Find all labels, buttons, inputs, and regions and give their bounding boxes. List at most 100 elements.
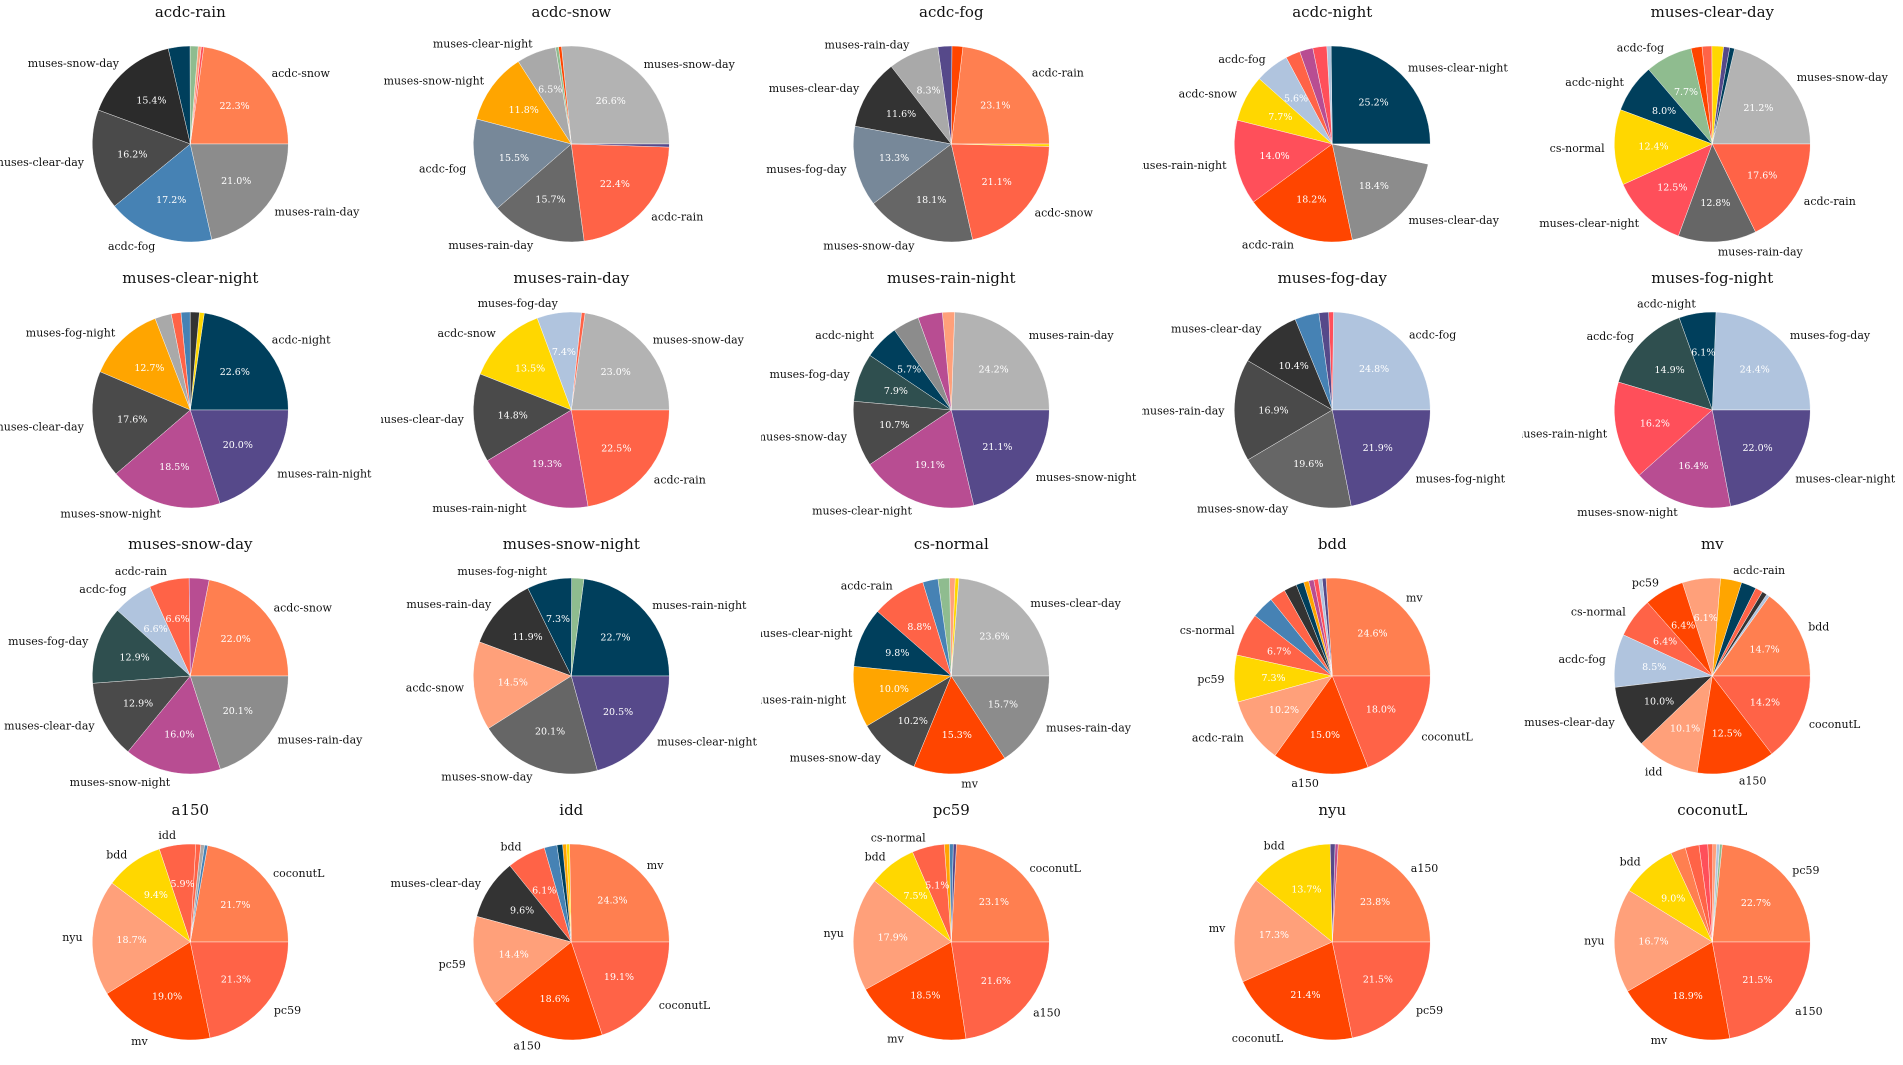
slice-percent: 18.9% bbox=[1673, 991, 1703, 1002]
chart-title: muses-clear-day bbox=[1651, 3, 1775, 21]
slice-percent: 19.3% bbox=[531, 459, 561, 470]
slice-label: pc59 bbox=[438, 958, 465, 971]
pie-chart-svg: muses-clear-night acdc-night 22.6% muses-fo… bbox=[0, 269, 372, 521]
slice-label: coconutL bbox=[1232, 1032, 1284, 1045]
slice-label: muses-fog-day bbox=[477, 297, 558, 310]
slice-label: bdd bbox=[865, 850, 886, 863]
slice-label: muses-clear-night bbox=[761, 627, 853, 640]
pie-slice-muses-clear-day bbox=[92, 109, 191, 207]
slice-percent: 12.7% bbox=[134, 363, 164, 374]
slice-percent: 13.7% bbox=[1291, 885, 1321, 896]
slice-label: muses-rain-day bbox=[1718, 246, 1804, 259]
pie-slice-muses-snow-day bbox=[487, 675, 598, 775]
pie-panel-idd: idd mv 24.3% bdd 6.1% muses-clear-day 9.6% pc59… bbox=[381, 798, 762, 1064]
slice-label: acdc-snow bbox=[274, 602, 333, 615]
slice-label: muses-clear-night bbox=[1408, 61, 1508, 74]
pie-slice-acdc-fog bbox=[472, 118, 572, 209]
chart-title: coconutL bbox=[1678, 801, 1748, 819]
slice-percent: 14.2% bbox=[1750, 697, 1780, 708]
slice-label: nyu bbox=[62, 931, 82, 944]
slice-percent: 18.2% bbox=[1296, 194, 1326, 205]
pie-slice-mv bbox=[913, 675, 1006, 775]
pie-panel-muses-fog-night: muses-fog-night muses-fog-day 24.4% acdc-ni… bbox=[1522, 266, 1903, 532]
slice-label: pc59 bbox=[1632, 576, 1659, 589]
slice-label: mv bbox=[131, 1035, 148, 1048]
slice-label: muses-fog-night bbox=[457, 565, 547, 578]
slice-label: muses-snow-day bbox=[643, 58, 735, 71]
slice-percent: 23.0% bbox=[600, 367, 630, 378]
chart-title: bdd bbox=[1318, 535, 1347, 553]
slice-label: muses-clear-day bbox=[1171, 323, 1262, 336]
slice-label: a150 bbox=[1795, 1005, 1823, 1018]
slice-percent: 9.4% bbox=[144, 890, 168, 901]
slice-percent: 20.5% bbox=[603, 707, 633, 718]
slice-percent: 18.4% bbox=[1359, 181, 1389, 192]
pie-slice-a150 bbox=[1697, 675, 1773, 775]
pie-panel-coconutl: coconutL pc59 22.7% bdd 9.0% nyu 16.7% mv 18.9% a… bbox=[1522, 798, 1903, 1064]
pie-slice-muses-fog-night bbox=[1331, 409, 1431, 507]
slice-label: acdc-fog bbox=[1409, 328, 1456, 341]
pie-slice-muses-clear-day bbox=[92, 371, 191, 475]
slice-label: acdc-fog bbox=[108, 240, 155, 253]
slice-label: muses-rain-day bbox=[1142, 404, 1225, 417]
slice-label: pc59 bbox=[1793, 864, 1820, 877]
chart-title: acdc-snow bbox=[531, 3, 611, 21]
pie-chart-svg: muses-rain-day muses-snow-day 23.0% muses-f… bbox=[381, 269, 745, 515]
pie-chart-svg: muses-snow-day acdc-snow 22.0% acdc-rain 6.6… bbox=[4, 535, 363, 789]
slice-label: muses-snow-day bbox=[1197, 502, 1289, 515]
slice-percent: 22.5% bbox=[601, 443, 631, 454]
pie-panel-cs-normal: cs-normal muses-clear-day 23.6% acdc-rain 8.… bbox=[761, 532, 1142, 798]
slice-percent: 26.6% bbox=[595, 96, 625, 107]
pie-slice-muses-fog-day bbox=[853, 126, 952, 204]
chart-title: idd bbox=[559, 801, 583, 819]
pie-slice-muses-clear-night bbox=[1712, 409, 1811, 507]
pie-slice-mv bbox=[1627, 941, 1731, 1041]
slice-label: muses-rain-night bbox=[761, 693, 847, 706]
pie-slice-muses-snow-day bbox=[1247, 409, 1352, 509]
pie-slice-coconutl bbox=[951, 843, 1050, 943]
pie-panel-muses-rain-night: muses-rain-night muses-rain-day 24.2% acdc-… bbox=[761, 266, 1142, 532]
pie-slice-muses-clear-night bbox=[1623, 143, 1714, 237]
slice-label: muses-rain-day bbox=[825, 39, 911, 52]
slice-label: muses-rain-day bbox=[277, 733, 363, 746]
slice-percent: 21.3% bbox=[221, 975, 251, 986]
slice-percent: 12.5% bbox=[1658, 183, 1688, 194]
pie-slice-muses-snow-day bbox=[873, 143, 974, 243]
pie-slice-cs-normal bbox=[1614, 109, 1714, 185]
slice-label: bdd bbox=[1620, 855, 1641, 868]
slice-percent: 7.7% bbox=[1674, 87, 1698, 98]
slice-percent: 11.8% bbox=[508, 105, 538, 116]
pie-slice-acdc-rain bbox=[1712, 143, 1811, 233]
slice-percent: 18.1% bbox=[916, 195, 946, 206]
slice-percent: 21.5% bbox=[1743, 975, 1773, 986]
chart-title: muses-snow-night bbox=[502, 535, 639, 553]
pie-slice-muses-clear-day bbox=[92, 675, 191, 752]
pie-panel-mv: mv bdd 14.7% acdc-rain 6.1% pc59 6.4% cs-normal… bbox=[1522, 532, 1903, 798]
slice-percent: 17.2% bbox=[156, 195, 186, 206]
slice-percent: 23.1% bbox=[980, 101, 1010, 112]
slice-percent: 8.8% bbox=[908, 622, 932, 633]
pie-chart-svg: a150 coconutL 21.7% idd 5.9% bdd 9.4% nyu 18.7% m… bbox=[62, 801, 325, 1048]
slice-percent: 17.3% bbox=[1259, 930, 1289, 941]
slice-label: muses-rain-night bbox=[432, 502, 527, 515]
slice-label: muses-fog-night bbox=[26, 327, 116, 340]
slice-label: muses-clear-night bbox=[1796, 473, 1896, 486]
pie-chart-svg: pc59 coconutL 23.1% cs-normal 5.1% bdd 7.5% nyu… bbox=[824, 801, 1082, 1046]
slice-percent: 10.2% bbox=[898, 716, 928, 727]
slice-percent: 22.3% bbox=[220, 101, 250, 112]
slice-percent: 6.1% bbox=[1692, 347, 1716, 358]
pie-slice-muses-snow-day bbox=[98, 48, 191, 145]
slice-label: muses-clear-day bbox=[1031, 597, 1122, 610]
pie-slice-pc59 bbox=[1712, 844, 1811, 943]
pie-chart-svg: muses-fog-day acdc-fog 24.8% muses-clear-da… bbox=[1142, 269, 1506, 515]
slice-percent: 15.5% bbox=[499, 153, 529, 164]
slice-percent: 24.6% bbox=[1357, 629, 1387, 640]
slice-label: pc59 bbox=[1416, 1004, 1443, 1017]
slice-label: idd bbox=[1645, 765, 1663, 778]
slice-percent: 16.4% bbox=[1679, 461, 1709, 472]
pie-panel-muses-rain-day: muses-rain-day muses-snow-day 23.0% muses-f… bbox=[381, 266, 762, 532]
chart-title: muses-snow-day bbox=[128, 535, 253, 553]
pie-slice-acdc-snow bbox=[951, 143, 1050, 240]
slice-label: muses-snow-day bbox=[823, 239, 915, 252]
slice-percent: 18.0% bbox=[1366, 705, 1396, 716]
